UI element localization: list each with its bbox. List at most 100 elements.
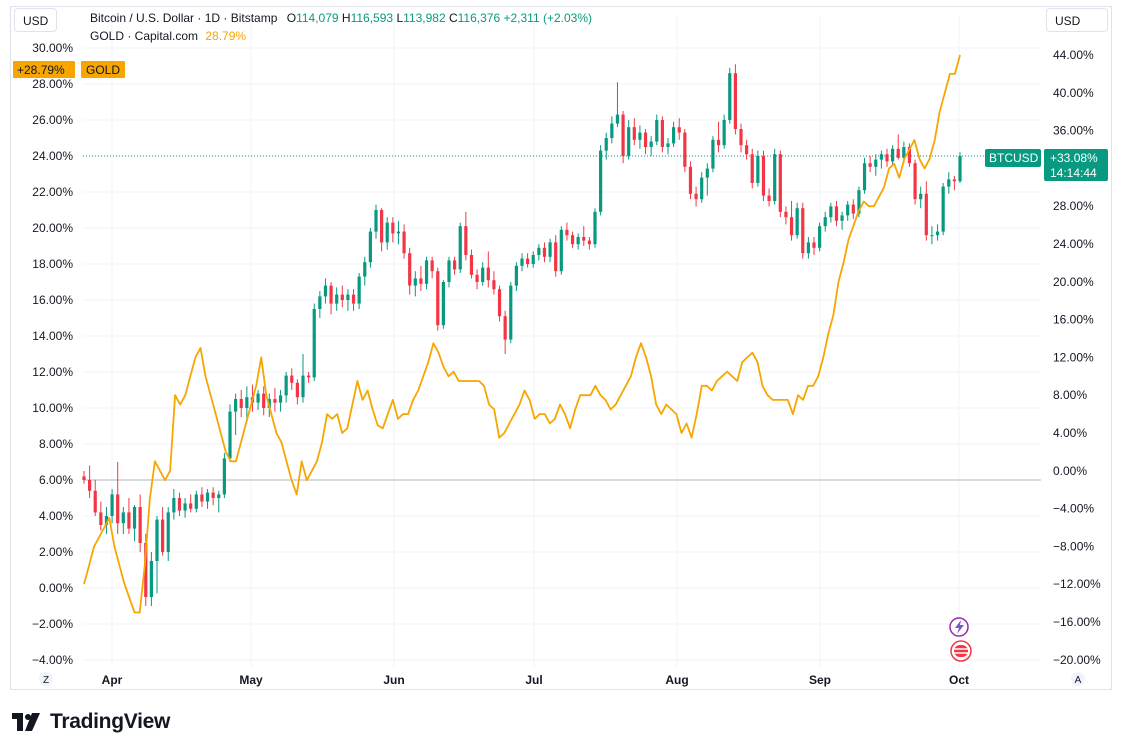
btc-candle [475, 274, 479, 282]
ohlc-low-label: L [396, 11, 404, 25]
btc-candle [565, 229, 569, 236]
btc-candle [935, 231, 940, 236]
btc-candle [424, 260, 429, 284]
btc-candle [104, 516, 109, 525]
btc-candle [851, 204, 855, 214]
x-tick-label: Sep [809, 673, 831, 687]
btc-candle [728, 73, 732, 120]
x-tick-label: Jul [525, 673, 542, 687]
x-tick-label: Aug [665, 673, 688, 687]
btc-candle [436, 271, 440, 326]
btc-candle [958, 156, 962, 182]
btc-candle [526, 258, 530, 264]
right-tick-label: −16.00% [1053, 615, 1101, 629]
btc-candle [312, 309, 316, 378]
btc-candle [660, 120, 664, 147]
btc-candle [329, 285, 333, 304]
btc-candle [481, 267, 485, 282]
btc-candle [430, 260, 434, 272]
btc-candle [509, 285, 513, 340]
btc-candle [189, 503, 193, 509]
btc-candle [127, 512, 131, 529]
btc-candle [408, 253, 412, 286]
btc-candle [891, 148, 895, 162]
btc-candle [615, 114, 620, 124]
left-tick-label: 4.00% [39, 509, 73, 523]
btc-candle [245, 397, 249, 408]
left-tick-label: −4.00% [32, 653, 73, 667]
btc-candle [447, 260, 451, 282]
btc-candle [801, 208, 805, 254]
btc-candle [868, 163, 872, 167]
btc-candle [761, 156, 766, 196]
left-tick-label: −2.00% [32, 617, 73, 631]
btc-candle [531, 255, 535, 264]
btc-candle [582, 237, 586, 241]
auto-scale-button-label: A [1075, 675, 1082, 686]
right-tick-label: 8.00% [1053, 388, 1087, 402]
btc-candle [722, 120, 726, 146]
right-tick-label: 24.00% [1053, 237, 1094, 251]
btc-candle [711, 139, 715, 169]
btc-name-badge-text: BTCUSD [989, 151, 1039, 165]
btc-candle [902, 147, 906, 158]
btc-candle [554, 242, 558, 272]
btc-candle [492, 280, 496, 290]
btc-candle [823, 217, 827, 227]
right-tick-label: 12.00% [1053, 350, 1094, 364]
btc-candle [924, 193, 928, 236]
btc-candle [739, 129, 743, 146]
btc-candle [621, 114, 625, 156]
btc-candle [789, 217, 794, 236]
btc-candle [919, 193, 923, 200]
left-tick-label: 14.00% [32, 329, 73, 343]
btc-candle [700, 177, 704, 200]
btc-candle [340, 294, 344, 300]
btc-candle [874, 159, 878, 167]
btc-candle [290, 375, 294, 383]
right-axis-unit-button[interactable]: USD [1046, 8, 1108, 32]
btc-candle [211, 492, 215, 498]
btc-candle [818, 226, 822, 248]
btc-candle [132, 507, 137, 529]
btc-candle [93, 490, 97, 513]
tradingview-brand[interactable]: TradingView [12, 710, 170, 734]
btc-candle [677, 127, 681, 133]
btc-candle [913, 163, 917, 200]
btc-candle [149, 561, 153, 597]
right-tick-label: 44.00% [1053, 48, 1094, 62]
left-axis-unit-button[interactable]: USD [14, 8, 58, 32]
btc-candle [593, 211, 597, 245]
btc-candle [784, 211, 788, 218]
btc-candle [374, 210, 378, 232]
btc-candle [795, 208, 799, 236]
btc-candle [183, 503, 187, 511]
left-tick-label: 10.00% [32, 401, 73, 415]
gold-pct-badge-text: +28.79% [17, 63, 65, 77]
btc-candle [239, 399, 243, 408]
btc-candle [514, 265, 518, 286]
btc-candle [228, 411, 232, 459]
gold-series-line [83, 54, 961, 614]
chart-plot[interactable]: 30.00% 28.00% 26.00% 24.00% 22.00% 20.00% 18.0… [11, 7, 1113, 691]
btc-candle [627, 127, 631, 156]
left-tick-label: 0.00% [39, 581, 73, 595]
btc-candle [773, 154, 777, 201]
gold-legend[interactable]: GOLD · Capital.com 28.79% [90, 29, 246, 43]
right-tick-label: −12.00% [1053, 577, 1101, 591]
btc-candle [672, 127, 676, 144]
btc-candle [716, 139, 721, 146]
btc-candle [222, 458, 226, 495]
btc-candle [413, 278, 417, 286]
left-tick-label: 6.00% [39, 473, 73, 487]
btc-candle [520, 258, 524, 266]
btc-candle [666, 143, 670, 147]
btc-candle [335, 294, 339, 304]
btc-candle [318, 296, 322, 309]
tradingview-wordmark: TradingView [50, 710, 171, 733]
right-tick-label: 4.00% [1053, 426, 1087, 440]
btc-legend[interactable]: Bitcoin / U.S. Dollar · 1D · Bitstamp O1… [90, 11, 592, 25]
btc-candle [99, 512, 103, 525]
btc-candle [284, 375, 288, 396]
btc-candle [346, 294, 350, 300]
